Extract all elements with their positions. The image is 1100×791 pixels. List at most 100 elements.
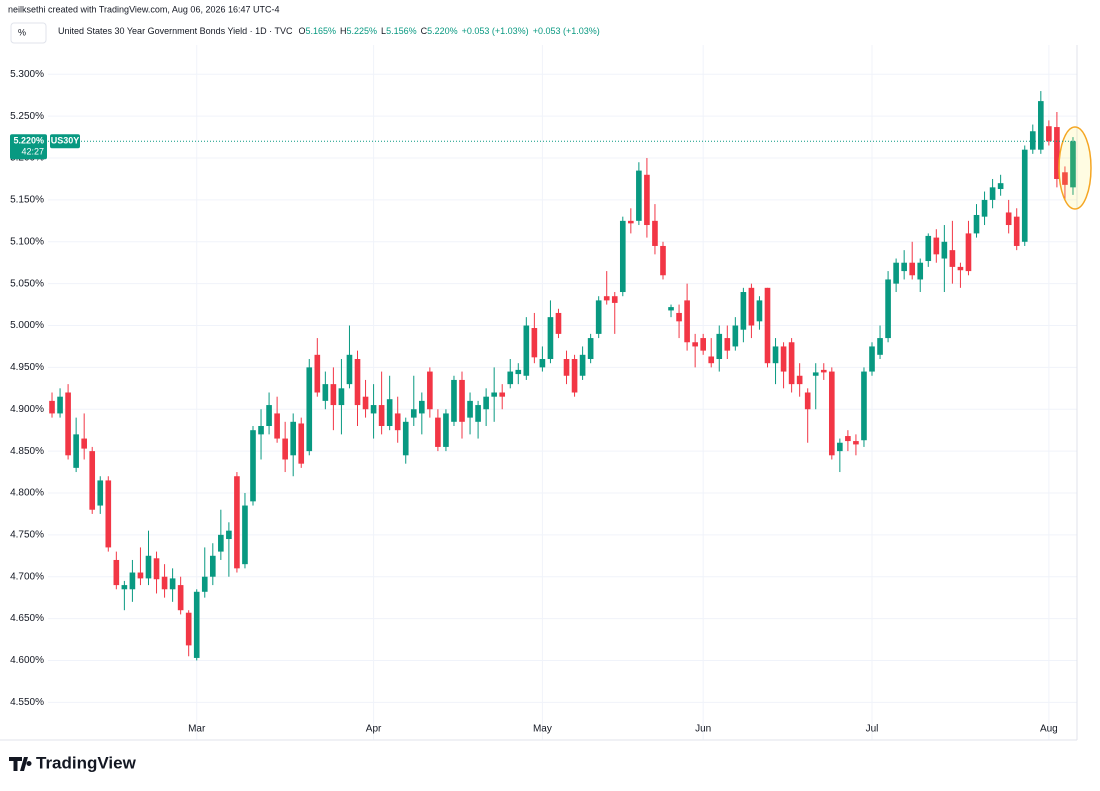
- candle-body: [579, 354, 586, 376]
- candle-body: [394, 413, 401, 431]
- y-tick-label: 4.700%: [10, 571, 44, 582]
- candle-body: [314, 354, 321, 393]
- candle-body: [861, 371, 867, 441]
- candle-body: [346, 354, 353, 385]
- candle-body: [957, 266, 964, 271]
- candle-body: [941, 241, 948, 259]
- candle-body: [266, 405, 272, 426]
- y-tick-label: 4.850%: [10, 446, 44, 457]
- candle-body: [539, 359, 546, 368]
- legend-ohlc-value: 5.156%: [386, 26, 417, 36]
- candle-body: [49, 400, 55, 414]
- candle-body: [780, 346, 787, 372]
- candles: [49, 91, 1076, 661]
- brand-name: TradingView: [36, 753, 137, 772]
- candle-body: [796, 375, 803, 385]
- candle-body: [555, 312, 562, 334]
- candle-body: [459, 379, 465, 422]
- legend-change: +0.053 (+1.03%): [533, 26, 600, 36]
- candle-body: [1062, 172, 1068, 185]
- candle-body: [619, 220, 626, 293]
- candle-body: [547, 317, 554, 360]
- candle-body: [234, 476, 240, 569]
- candle-body: [764, 287, 771, 364]
- legend-change: +0.053 (+1.03%): [462, 26, 529, 36]
- countdown: 42:27: [21, 147, 44, 157]
- candle-body: [427, 371, 433, 410]
- brand: TradingView: [9, 753, 137, 772]
- y-tick-label: 4.900%: [10, 404, 44, 415]
- candle-body: [386, 399, 393, 426]
- header: neilksethi created with TradingView.com,…: [8, 4, 280, 14]
- candle-body: [1021, 149, 1028, 242]
- scale-button[interactable]: [10, 22, 47, 44]
- y-tick-label: 4.950%: [10, 362, 44, 373]
- x-tick-label: Jun: [695, 724, 711, 735]
- candle-body: [708, 356, 715, 364]
- brand-logo: [9, 757, 32, 771]
- legend-ohlc-label: C: [421, 26, 428, 36]
- candle-body: [161, 576, 168, 590]
- candle-body: [483, 396, 489, 410]
- candle-body: [282, 438, 288, 460]
- legend-ohlc-value: 5.225%: [347, 26, 378, 36]
- x-tick-label: Aug: [1040, 724, 1058, 735]
- candle-body: [949, 250, 956, 267]
- candle-body: [153, 558, 160, 580]
- candle-body: [338, 388, 345, 406]
- candle-body: [611, 296, 618, 303]
- candle-body: [1013, 216, 1020, 246]
- candle-body: [491, 392, 497, 397]
- candle-body: [306, 367, 313, 452]
- candle-body: [129, 572, 136, 590]
- scale-button-label[interactable]: %: [18, 27, 26, 37]
- candle-body: [290, 421, 297, 456]
- candle-body: [57, 396, 63, 414]
- candle-body: [587, 338, 594, 360]
- last-price-box: [10, 134, 47, 160]
- symbol-label: US30Y: [51, 136, 80, 146]
- candle-body: [925, 235, 932, 262]
- candle-body: [837, 442, 843, 452]
- grid: 4.550% 4.600% 4.650% 4.700% 4.750% 4.800% 4.85…: [10, 45, 1077, 740]
- candle-body: [274, 413, 280, 439]
- candle-body: [1029, 131, 1036, 150]
- candle-body: [258, 425, 264, 435]
- candle-body: [812, 372, 819, 376]
- candle-body: [330, 384, 337, 406]
- candle-body: [853, 441, 859, 445]
- y-tick-label: 5.150%: [10, 195, 44, 206]
- candle-body: [121, 585, 128, 590]
- candle-body: [885, 279, 891, 339]
- candle-body: [692, 342, 698, 347]
- y-tick-label: 4.750%: [10, 529, 44, 540]
- candle-body: [113, 559, 120, 586]
- highlight-ellipse: [1058, 126, 1092, 210]
- y-tick-label: 4.800%: [10, 488, 44, 499]
- candle-body: [981, 199, 988, 217]
- candle-body: [1046, 126, 1052, 142]
- candle-body: [660, 245, 666, 276]
- candle-body: [89, 451, 96, 510]
- candle-body: [201, 576, 208, 592]
- y-tick-label: 5.300%: [10, 69, 44, 80]
- candle-body: [145, 555, 152, 579]
- candle-body: [820, 369, 827, 373]
- candle-body: [636, 170, 642, 221]
- candle-body: [684, 300, 690, 343]
- legend-ohlc-label: L: [381, 26, 386, 36]
- legend-ohlc-label: O: [298, 26, 305, 36]
- x-tick-label: Jul: [866, 724, 879, 735]
- candle-body: [378, 405, 385, 426]
- candle-body: [700, 338, 706, 351]
- symbol-box: [50, 134, 80, 149]
- y-tick-label: 5.050%: [10, 278, 44, 289]
- y-tick-label: 5.250%: [10, 111, 44, 122]
- x-tick-label: Mar: [188, 724, 206, 735]
- candle-body: [1005, 212, 1012, 226]
- legend-ohlc-label: H: [340, 26, 347, 36]
- last-price: 5.220%42:27 US30Y: [10, 134, 1077, 160]
- candle-body: [628, 220, 634, 224]
- legend-ohlc-value: 5.220%: [427, 26, 458, 36]
